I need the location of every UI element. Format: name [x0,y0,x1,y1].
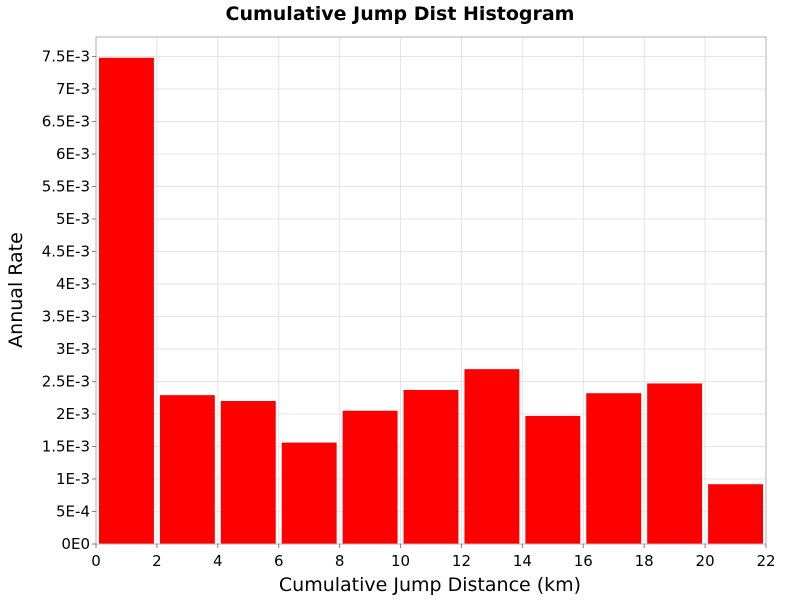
bar-6-8 [281,442,337,544]
x-tick-label: 10 [391,552,410,570]
y-tick-label: 7E-3 [56,80,90,98]
y-tick-label: 6E-3 [56,145,90,163]
y-tick-label: 2.5E-3 [42,373,90,391]
y-tick-label: 4.5E-3 [42,243,90,261]
x-axis-label: Cumulative Jump Distance (km) [279,574,581,596]
x-tick-label: 6 [274,552,284,570]
x-tick-label: 8 [335,552,345,570]
chart-title: Cumulative Jump Dist Histogram [226,3,575,25]
bar-4-6 [220,401,276,544]
x-tick-label: 0 [91,552,101,570]
y-tick-label: 3.5E-3 [42,308,90,326]
y-tick-label: 6.5E-3 [42,113,90,131]
bar-0-2 [99,57,154,545]
bar-20-22 [708,484,763,544]
bars [99,57,763,545]
x-tick-label: 12 [452,552,471,570]
y-tick-label: 1.5E-3 [42,438,90,456]
grid-lines [95,37,767,545]
y-axis-label: Annual Rate [5,232,27,348]
x-tick-label: 18 [635,552,654,570]
y-tick-label: 0E0 [61,535,90,553]
bar-14-16 [525,415,581,544]
x-tick-label: 16 [574,552,593,570]
plot-frame [95,36,767,545]
y-axis-ticks: 0E0 5E-4 1E-3 1.5E-3 2E-3 2.5E-3 3E-3 3.5E-3 4E-… [42,48,96,553]
x-tick-label: 2 [152,552,162,570]
y-tick-label: 2E-3 [56,405,90,423]
x-tick-label: 22 [756,552,775,570]
bar-10-12 [403,389,459,544]
y-tick-label: 1E-3 [56,470,90,488]
x-axis-ticks: 0 2 4 6 8 10 12 14 16 18 20 22 [91,544,776,570]
bar-8-10 [342,410,398,544]
y-tick-label: 4E-3 [56,275,90,293]
bar-16-18 [586,393,642,544]
bar-2-4 [159,395,215,544]
y-tick-label: 5.5E-3 [42,178,90,196]
y-tick-label: 5E-4 [56,503,90,521]
bar-18-20 [647,383,703,544]
bar-12-14 [464,369,520,544]
x-tick-label: 20 [696,552,715,570]
x-tick-label: 4 [213,552,223,570]
y-tick-label: 7.5E-3 [42,48,90,66]
y-tick-label: 3E-3 [56,340,90,358]
y-tick-label: 5E-3 [56,210,90,228]
x-tick-label: 14 [513,552,532,570]
